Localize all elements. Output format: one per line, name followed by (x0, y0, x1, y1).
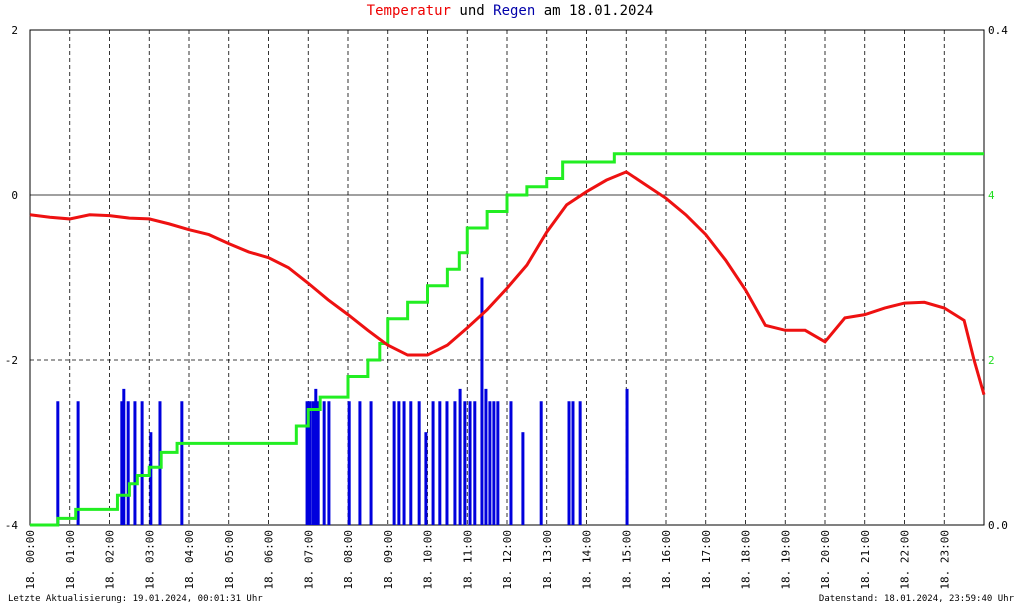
rain-bar (327, 401, 331, 525)
rain-bar (473, 401, 477, 525)
y-tick-label: 0 (11, 189, 18, 202)
rain-bar (126, 401, 130, 525)
x-tick-label: 18. 01:00 (64, 530, 77, 590)
rain-bar (311, 401, 315, 525)
temperature-line (29, 170, 986, 396)
x-tick-label: 18. 19:00 (779, 530, 792, 590)
y3-tick-label: 0.0 (988, 519, 1008, 532)
x-tick-label: 18. 00:00 (24, 530, 37, 590)
title-part: am 18.01.2024 (544, 3, 654, 19)
y2-tick-label: 4 (988, 189, 995, 202)
rain-bar (463, 401, 467, 525)
x-tick-label: 18. 12:00 (501, 530, 514, 590)
x-tick-label: 18. 22:00 (899, 530, 912, 590)
x-tick-label: 18. 17:00 (700, 530, 713, 590)
x-tick-label: 18. 07:00 (302, 530, 315, 590)
x-tick-label: 18. 05:00 (223, 530, 236, 590)
rain-bar (56, 401, 60, 525)
rain-bar (424, 432, 428, 525)
y-tick-label: -2 (5, 354, 18, 367)
rain-bar (431, 401, 435, 525)
rain-bar (567, 401, 571, 525)
y-tick-label: 2 (11, 24, 18, 37)
x-tick-label: 18. 18:00 (740, 530, 753, 590)
rain-bar (358, 401, 362, 525)
x-tick-label: 18. 02:00 (104, 530, 117, 590)
title-part: Temperatur (367, 3, 451, 19)
rain-bar (458, 388, 462, 525)
rain-bar (76, 401, 80, 525)
rain-bar (392, 401, 396, 525)
rain-bar (492, 401, 496, 525)
chart-title: Temperatur und Regen am 18.01.2024 (367, 3, 654, 19)
y-tick-label: -4 (5, 519, 19, 532)
rain-bar (409, 401, 413, 525)
x-tick-label: 18. 15:00 (620, 530, 633, 590)
rain-bar (496, 401, 500, 525)
x-tick-label: 18. 03:00 (143, 530, 156, 590)
rain-bar (509, 401, 513, 525)
rain-bar (578, 401, 582, 525)
title-part: und (459, 3, 484, 19)
rain-bar (397, 401, 401, 525)
rain-bar (571, 401, 575, 525)
rain-bar (133, 401, 137, 525)
rain-bar (347, 401, 351, 525)
x-tick-label: 18. 14:00 (581, 530, 594, 590)
rain-bar (149, 432, 153, 525)
rain-bar (402, 401, 406, 525)
title-part: Regen (493, 3, 535, 19)
x-tick-label: 18. 04:00 (183, 530, 196, 590)
rain-bar (120, 401, 124, 525)
x-tick-label: 18. 09:00 (382, 530, 395, 590)
rain-bar (122, 388, 126, 525)
y3-tick-label: 0.4 (988, 24, 1008, 37)
rain-bar (625, 388, 629, 525)
rain-bar (438, 401, 442, 525)
x-tick-label: 18. 20:00 (819, 530, 832, 590)
rain-sum-line (30, 152, 984, 527)
x-tick-label: 18. 21:00 (859, 530, 872, 590)
x-tick-label: 18. 13:00 (541, 530, 554, 590)
x-tick-label: 18. 11:00 (461, 530, 474, 590)
rain-bar (468, 401, 472, 525)
rain-bar (308, 401, 312, 525)
x-tick-label: 18. 10:00 (422, 530, 435, 590)
rain-bar (445, 401, 449, 525)
rain-bar (488, 401, 492, 525)
rain-bar (322, 401, 326, 525)
y2-tick-label: 2 (988, 354, 995, 367)
footer-right: Datenstand: 18.01.2024, 23:59:40 Uhr (819, 594, 1015, 604)
rain-bar (521, 432, 525, 525)
rain-bar (369, 401, 373, 525)
rain-bar (484, 388, 488, 525)
rain-bar (539, 401, 543, 525)
rain-bar (453, 401, 457, 525)
footer-left: Letzte Aktualisierung: 19.01.2024, 00:01… (8, 594, 263, 604)
rain-bar (480, 277, 484, 525)
x-tick-label: 18. 08:00 (342, 530, 355, 590)
rain-bar (140, 401, 144, 525)
rain-bar (316, 401, 320, 525)
rain-bar (305, 401, 309, 525)
rain-bar (314, 388, 318, 525)
rain-bar (417, 401, 421, 525)
x-tick-label: 18. 23:00 (938, 530, 951, 590)
x-tick-label: 18. 16:00 (660, 530, 673, 590)
rain-bar (180, 401, 184, 525)
x-tick-label: 18. 06:00 (263, 530, 276, 590)
